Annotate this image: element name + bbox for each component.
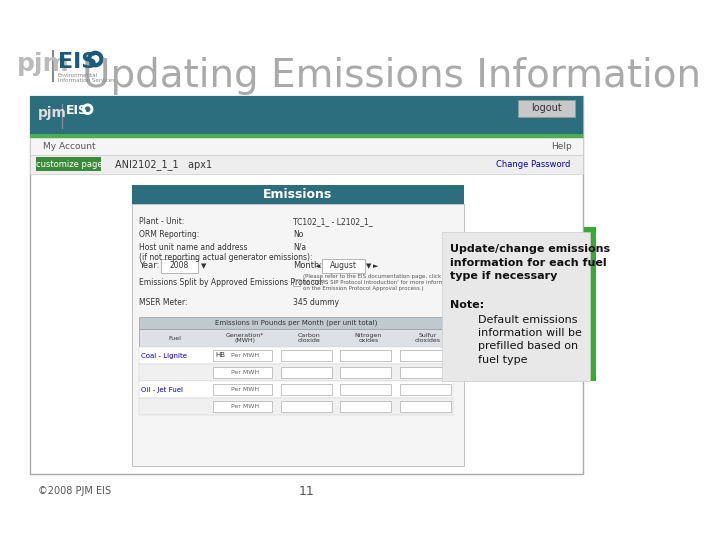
FancyBboxPatch shape — [30, 96, 582, 474]
Bar — [30, 96, 582, 134]
Text: pjm: pjm — [38, 106, 67, 120]
Text: customize page: customize page — [35, 160, 102, 169]
Bar — [139, 347, 454, 365]
Bar — [139, 317, 454, 329]
Text: Per MWH: Per MWH — [231, 370, 259, 375]
Bar — [400, 367, 451, 378]
Bar — [281, 350, 332, 361]
Text: ANI2102_1_1   apx1: ANI2102_1_1 apx1 — [115, 159, 212, 170]
Circle shape — [88, 51, 103, 66]
Bar — [139, 381, 454, 399]
Text: ▼: ▼ — [201, 263, 206, 269]
Circle shape — [83, 104, 93, 114]
Text: Per MWH: Per MWH — [231, 353, 259, 359]
Text: August: August — [330, 261, 357, 270]
Bar — [441, 232, 590, 381]
Bar — [30, 134, 582, 138]
Text: EIS: EIS — [58, 52, 97, 72]
Bar — [341, 384, 391, 395]
Text: Plant - Unit:: Plant - Unit: — [139, 217, 184, 226]
Text: Default emissions
        information will be
        prefilled based on
       : Default emissions information will be pr… — [450, 315, 582, 365]
Text: Sulfur
dioxides: Sulfur dioxides — [415, 333, 441, 343]
Circle shape — [86, 107, 90, 111]
Text: N/a: N/a — [294, 243, 307, 252]
Text: Help: Help — [551, 142, 572, 151]
Bar — [400, 401, 451, 412]
Text: logout: logout — [531, 103, 562, 113]
Text: Per MWH: Per MWH — [231, 404, 259, 409]
Bar — [212, 367, 272, 378]
Bar — [400, 350, 451, 361]
Text: ORM Reporting:: ORM Reporting: — [139, 230, 199, 239]
Text: pjm: pjm — [17, 52, 70, 76]
Text: Emissions Split by Approved Emissions Protocol:: Emissions Split by Approved Emissions Pr… — [139, 278, 324, 287]
Text: Note:: Note: — [450, 300, 484, 310]
Text: 345 dummy: 345 dummy — [294, 298, 340, 307]
Text: MSER Meter:: MSER Meter: — [139, 298, 187, 307]
Bar — [139, 364, 454, 381]
Text: My Account: My Account — [42, 142, 95, 151]
FancyBboxPatch shape — [36, 157, 102, 171]
Bar — [139, 329, 454, 347]
Text: Environmental
Information Services: Environmental Information Services — [58, 73, 115, 84]
Text: Month:: Month: — [294, 261, 323, 270]
Bar — [30, 138, 582, 155]
Bar — [139, 399, 454, 415]
Text: Carbon
dioxide: Carbon dioxide — [297, 333, 320, 343]
Text: ◄: ◄ — [315, 263, 320, 269]
Text: Oil - Jet Fuel: Oil - Jet Fuel — [141, 387, 183, 393]
Text: Generation*
(MWH): Generation* (MWH) — [226, 333, 264, 343]
Circle shape — [92, 56, 99, 63]
Bar — [294, 279, 300, 286]
Bar — [341, 367, 391, 378]
Text: (Please refer to the EIS documentation page, click
on 'CEMS SIP Protocol Introdu: (Please refer to the EIS documentation p… — [303, 274, 458, 291]
Bar — [132, 185, 464, 204]
Text: Change Password: Change Password — [495, 160, 570, 169]
Text: Update/change emissions
information for each fuel
type if necessary: Update/change emissions information for … — [450, 245, 610, 281]
Text: ▼: ▼ — [366, 263, 372, 269]
Text: Host unit name and address
(if not reporting actual generator emissions):: Host unit name and address (if not repor… — [139, 243, 312, 262]
FancyBboxPatch shape — [323, 259, 365, 273]
Text: Updating Emissions Information: Updating Emissions Information — [82, 57, 701, 95]
Text: Per MWH: Per MWH — [231, 387, 259, 393]
FancyBboxPatch shape — [518, 100, 575, 117]
Text: HB: HB — [215, 353, 225, 359]
Text: 2008: 2008 — [170, 261, 189, 270]
Bar — [281, 384, 332, 395]
Bar — [400, 384, 451, 395]
Text: EIS: EIS — [66, 104, 88, 117]
Text: Year:: Year: — [139, 261, 159, 270]
Text: ►: ► — [373, 263, 378, 269]
Text: Coal - Lignite: Coal - Lignite — [141, 353, 187, 359]
Text: ©2008 PJM EIS: ©2008 PJM EIS — [38, 486, 112, 496]
FancyBboxPatch shape — [161, 259, 198, 273]
Bar — [584, 227, 596, 381]
Text: Emissions: Emissions — [263, 188, 333, 201]
Bar — [212, 401, 272, 412]
Bar — [281, 401, 332, 412]
Text: Fuel: Fuel — [168, 335, 181, 341]
Text: No: No — [294, 230, 304, 239]
Bar — [132, 204, 464, 465]
Text: Emissions in Pounds per Month (per unit total): Emissions in Pounds per Month (per unit … — [215, 320, 377, 326]
Bar — [212, 384, 272, 395]
Bar — [30, 155, 582, 174]
Bar — [341, 350, 391, 361]
Text: Nitrogen
oxides: Nitrogen oxides — [355, 333, 382, 343]
Text: TC102_1_ - L2102_1_: TC102_1_ - L2102_1_ — [294, 217, 373, 226]
Bar — [212, 350, 272, 361]
Bar — [341, 401, 391, 412]
Text: 11: 11 — [298, 485, 314, 498]
Bar — [281, 367, 332, 378]
